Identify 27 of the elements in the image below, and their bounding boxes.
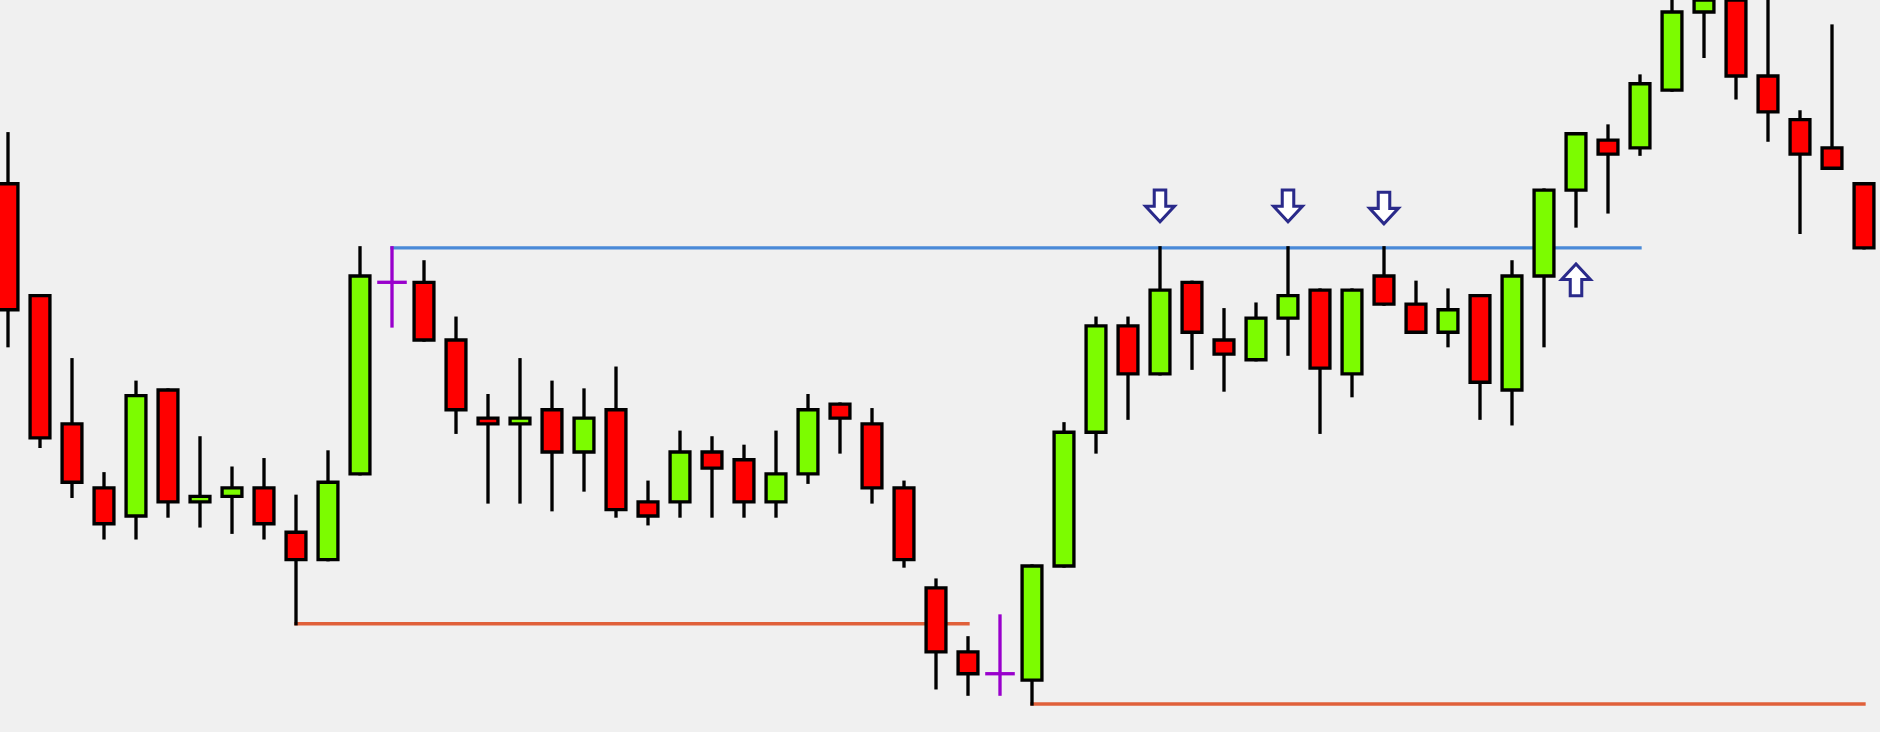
candlestick — [1788, 110, 1812, 234]
candlestick — [828, 402, 852, 454]
candlestick — [252, 458, 276, 540]
candlestick — [732, 444, 756, 518]
candlestick — [1276, 246, 1300, 356]
candlestick — [1116, 316, 1140, 420]
candlestick — [636, 480, 660, 526]
candlestick — [1404, 280, 1428, 334]
candlestick — [764, 430, 788, 518]
candlestick — [572, 388, 596, 492]
candlestick — [956, 636, 980, 696]
candlestick — [1756, 0, 1780, 142]
candlestick — [508, 358, 532, 504]
candlestick — [540, 380, 564, 512]
candlestick — [220, 466, 244, 534]
candlestick — [1820, 24, 1844, 170]
candlestick — [188, 436, 212, 528]
candlestick — [1244, 302, 1268, 362]
candlestick — [1596, 124, 1620, 214]
candlestick — [1212, 308, 1236, 392]
candlestick — [1692, 0, 1716, 58]
candlestick — [1372, 246, 1396, 306]
candlestick — [700, 436, 724, 518]
candlestick — [284, 494, 308, 626]
candlestick — [92, 472, 116, 540]
candlestick — [1436, 288, 1460, 348]
candlestick — [476, 393, 500, 504]
